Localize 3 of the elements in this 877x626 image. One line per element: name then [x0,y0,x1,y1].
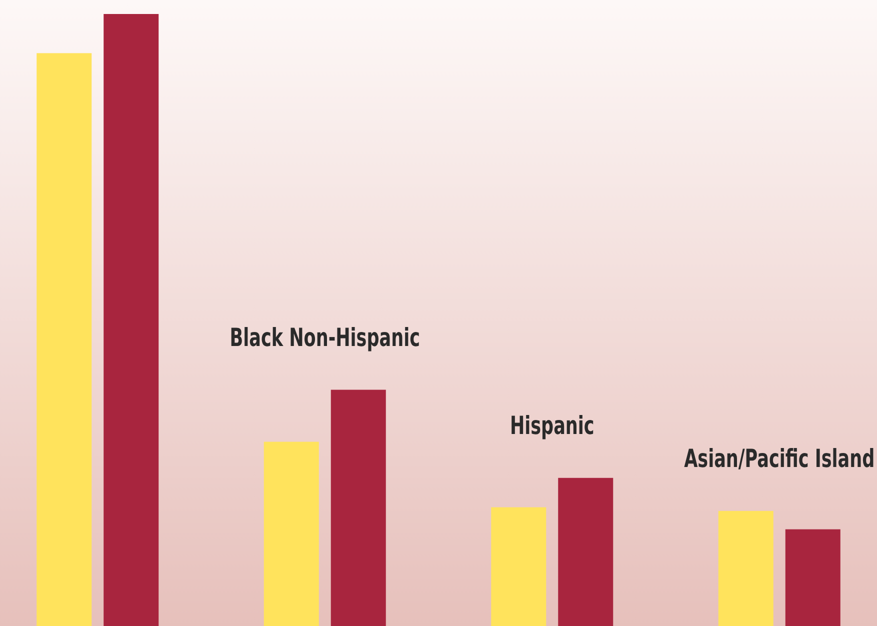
x-tick-label: Asian/Pacific Island [684,444,875,474]
x-tick-label: Black Non-Hispanic [230,323,420,352]
x-tick-label: Hispanic [510,412,594,441]
